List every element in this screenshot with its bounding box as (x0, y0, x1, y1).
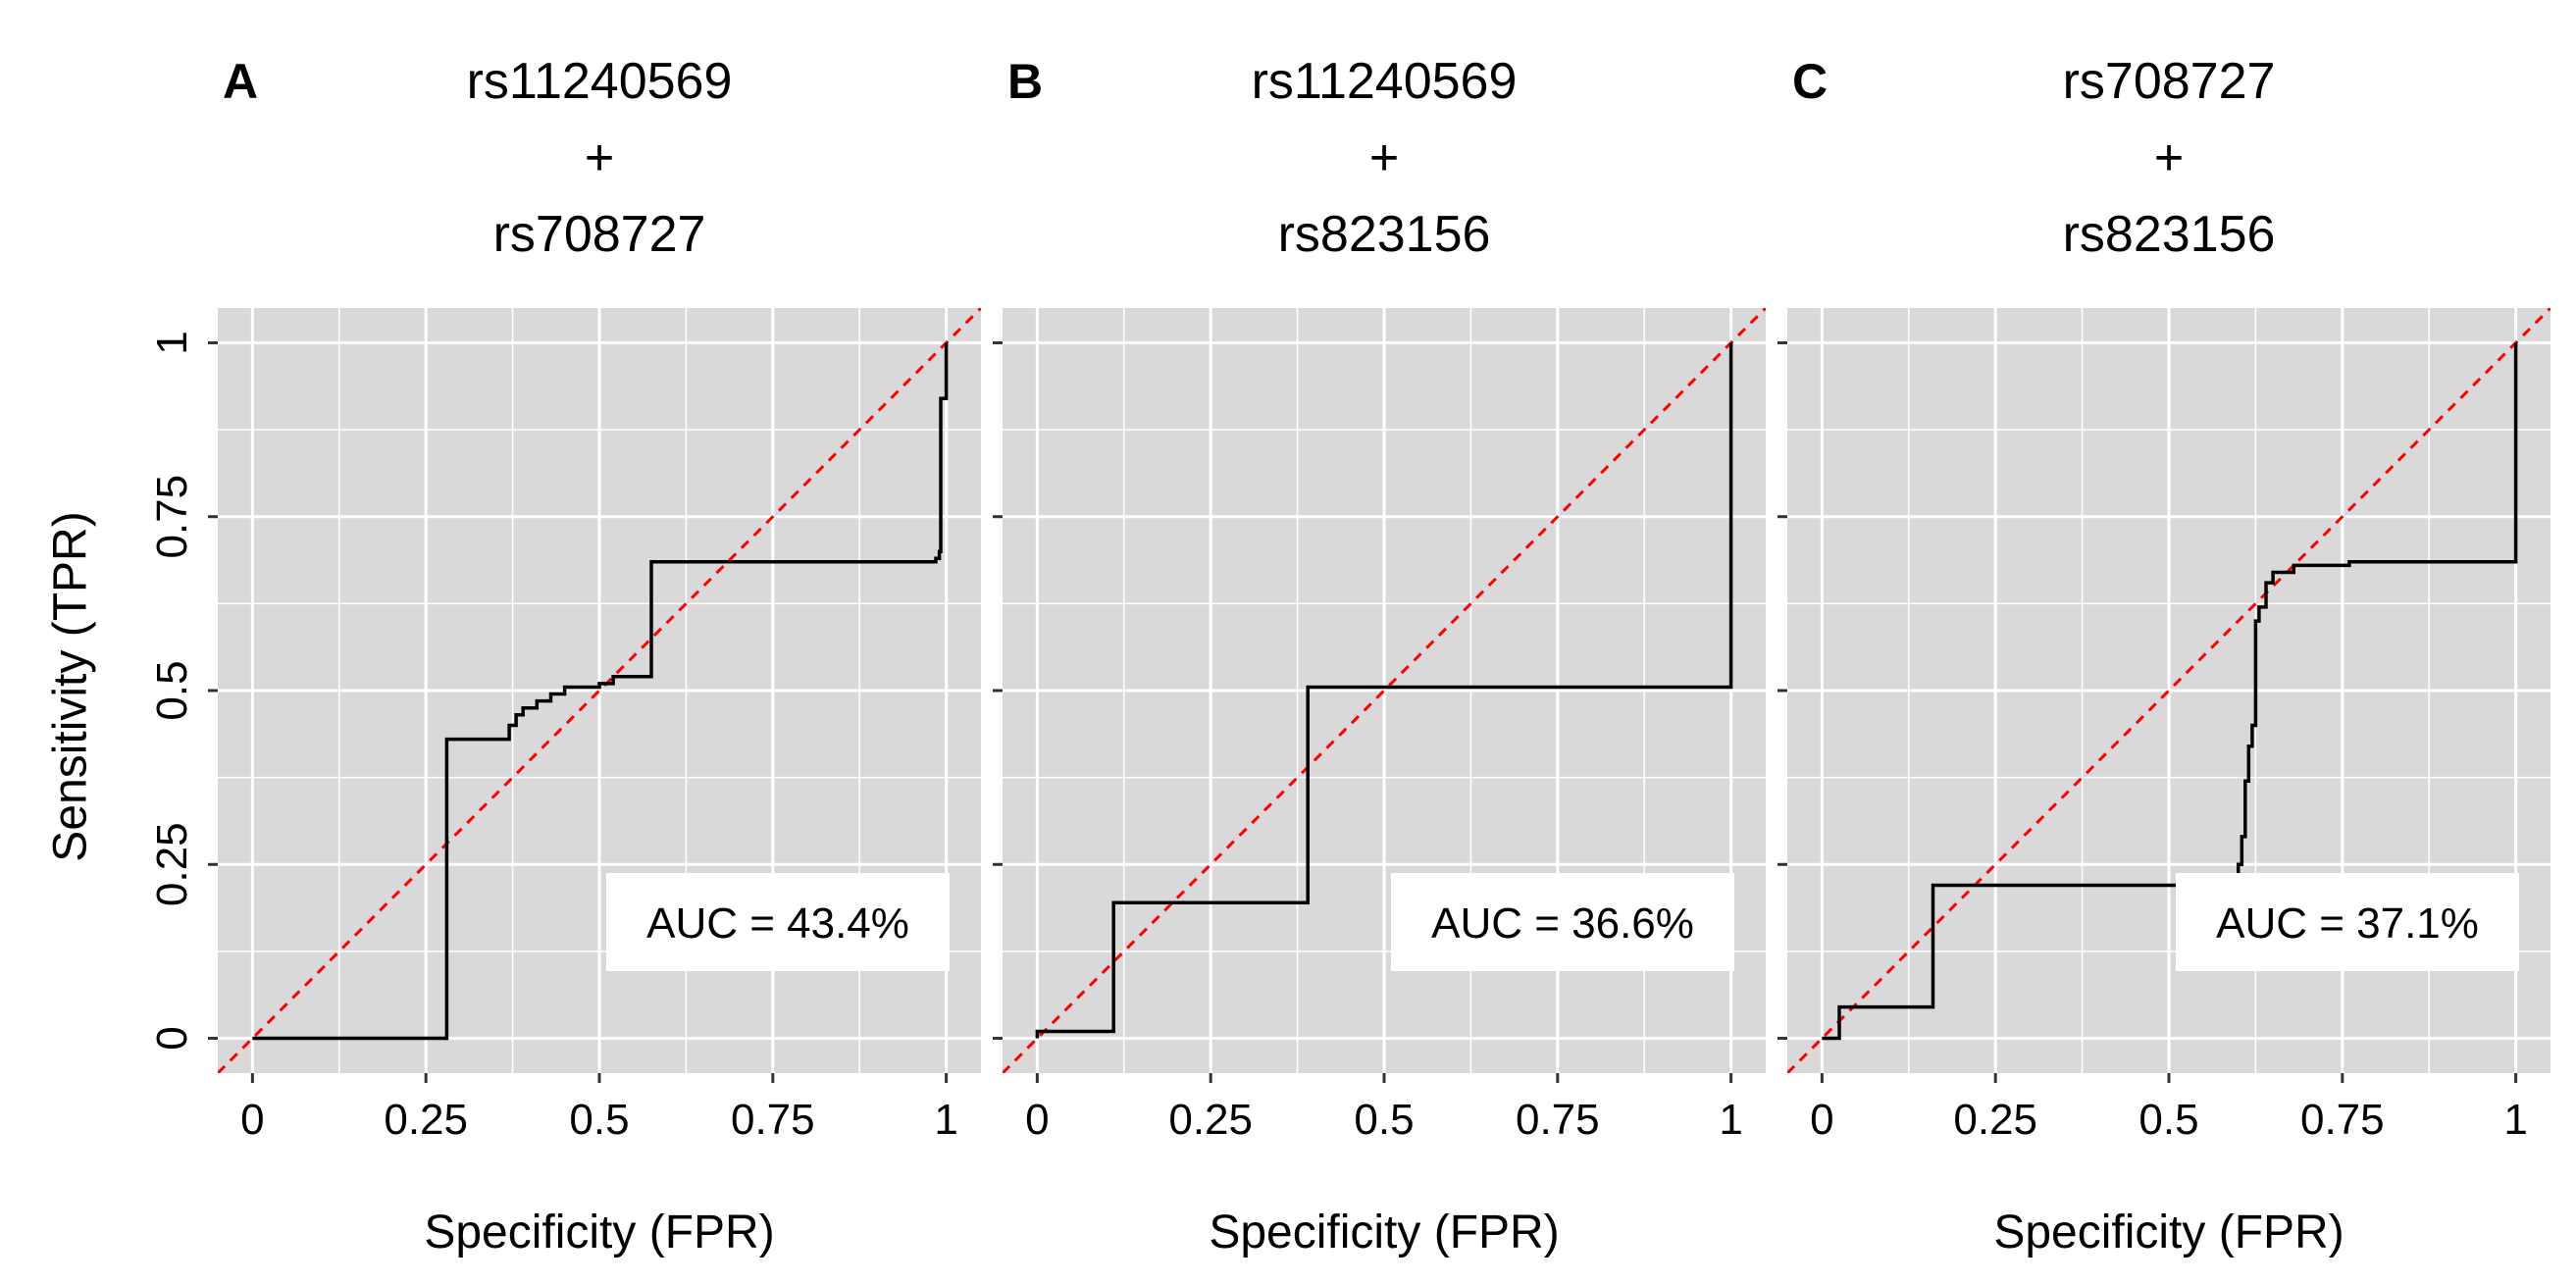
x-tick-label: 0.5 (1354, 1096, 1414, 1144)
reference-diagonal (1787, 308, 2550, 1073)
y-tick-label: 0.75 (148, 475, 196, 559)
panel-title-line: + (1369, 129, 1399, 186)
roc-curve (252, 342, 949, 1041)
x-tick-label: 1 (934, 1096, 957, 1144)
auc-label-box (1391, 873, 1734, 971)
auc-label: AUC = 36.6% (1431, 899, 1694, 948)
panel-title-line: rs823156 (1278, 206, 1491, 263)
panel-c: AUC = 37.1% 0 0.25 0.5 0.75 1 Specificity (FPR… (1777, 53, 2550, 1258)
y-tick-label: 1 (148, 331, 196, 354)
x-tick-label: 0.25 (384, 1096, 468, 1144)
panel-letter: A (223, 54, 258, 109)
panel-title-line: rs823156 (2063, 206, 2276, 263)
y-axis-label: Sensitivity (TPR) (45, 511, 97, 861)
x-axis-label: Specificity (FPR) (424, 1207, 774, 1258)
roc-curve (1035, 342, 1733, 1039)
panel-letter: C (1792, 54, 1828, 109)
x-tick-label: 0.25 (1168, 1096, 1253, 1144)
roc-curve (1822, 342, 2518, 1041)
x-tick-label: 0.5 (569, 1096, 629, 1144)
gridlines (1787, 308, 2550, 1073)
x-tick-label: 0.5 (2138, 1096, 2198, 1144)
reference-diagonal (218, 308, 981, 1073)
x-tick-label: 0.25 (1953, 1096, 2037, 1144)
auc-label-box (2176, 873, 2519, 971)
x-tick-label: 0 (1025, 1096, 1049, 1144)
x-tick-label: 0 (240, 1096, 264, 1144)
auc-label-box (606, 873, 950, 971)
panel-title-line: rs708727 (493, 206, 706, 263)
panel-title-line: + (2154, 129, 2184, 186)
x-tick-label: 0.75 (731, 1096, 815, 1144)
x-tick-label: 0.75 (1516, 1096, 1600, 1144)
y-tick-label: 0.5 (148, 660, 196, 720)
gridlines (1003, 308, 1766, 1073)
panel-letter: B (1007, 54, 1043, 109)
y-tick-label: 0.25 (148, 822, 196, 906)
panels: AUC = 43.4% 0 0.25 0.5 0.75 1 0 0.25 0.5 0.75 1 Spe… (148, 53, 2550, 1258)
x-tick-label: 0 (1810, 1096, 1833, 1144)
y-tick-label: 0 (148, 1026, 196, 1050)
auc-label: AUC = 37.1% (2216, 899, 2479, 948)
x-axis-label: Specificity (FPR) (1993, 1207, 2344, 1258)
panel-title-line: rs11240569 (467, 53, 733, 110)
panel-b: AUC = 36.6% 0 0.25 0.5 0.75 1 Specificity (FPR… (993, 53, 1766, 1258)
x-tick-label: 1 (2503, 1096, 2527, 1144)
x-tick-label: 0.75 (2300, 1096, 2385, 1144)
auc-label: AUC = 43.4% (646, 899, 909, 948)
panel-title-line: + (585, 129, 614, 186)
x-tick-label: 1 (1719, 1096, 1742, 1144)
reference-diagonal (1003, 308, 1766, 1073)
x-axis-label: Specificity (FPR) (1209, 1207, 1559, 1258)
panel-title-line: rs11240569 (1252, 53, 1518, 110)
panel-a: AUC = 43.4% 0 0.25 0.5 0.75 1 0 0.25 0.5 0.75 1 Spe… (148, 53, 981, 1258)
panel-title-line: rs708727 (2063, 53, 2276, 110)
